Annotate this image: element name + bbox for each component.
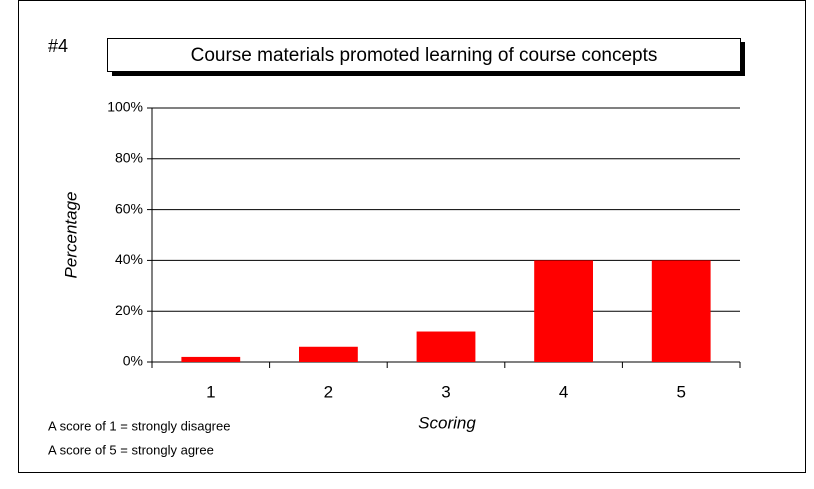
x-tick-label: 5 — [676, 382, 685, 401]
y-tick-label: 80% — [115, 150, 143, 166]
y-tick-label: 0% — [123, 353, 143, 369]
title-box — [107, 38, 741, 72]
y-tick-label: 20% — [115, 302, 143, 318]
x-tick-label: 4 — [559, 382, 568, 401]
chart-frame — [18, 0, 806, 473]
x-tick-label: 1 — [206, 382, 215, 401]
y-tick-label: 60% — [115, 200, 143, 216]
note: A score of 1 = strongly disagree — [48, 418, 230, 433]
bar — [181, 356, 241, 362]
bar — [416, 331, 476, 362]
x-tick-label: 2 — [324, 382, 333, 401]
chart-title: Course materials promoted learning of co… — [191, 45, 658, 66]
x-tick-label: 3 — [441, 382, 450, 401]
y-axis-label: Percentage — [61, 192, 80, 279]
x-axis-label: Scoring — [418, 413, 476, 432]
bar — [534, 260, 593, 362]
note: A score of 5 = strongly agree — [48, 442, 214, 457]
chart-number: #4 — [48, 36, 68, 56]
y-tick-label: 100% — [107, 99, 143, 115]
y-tick-label: 40% — [115, 251, 143, 267]
bar — [651, 260, 711, 362]
bar — [299, 346, 358, 362]
